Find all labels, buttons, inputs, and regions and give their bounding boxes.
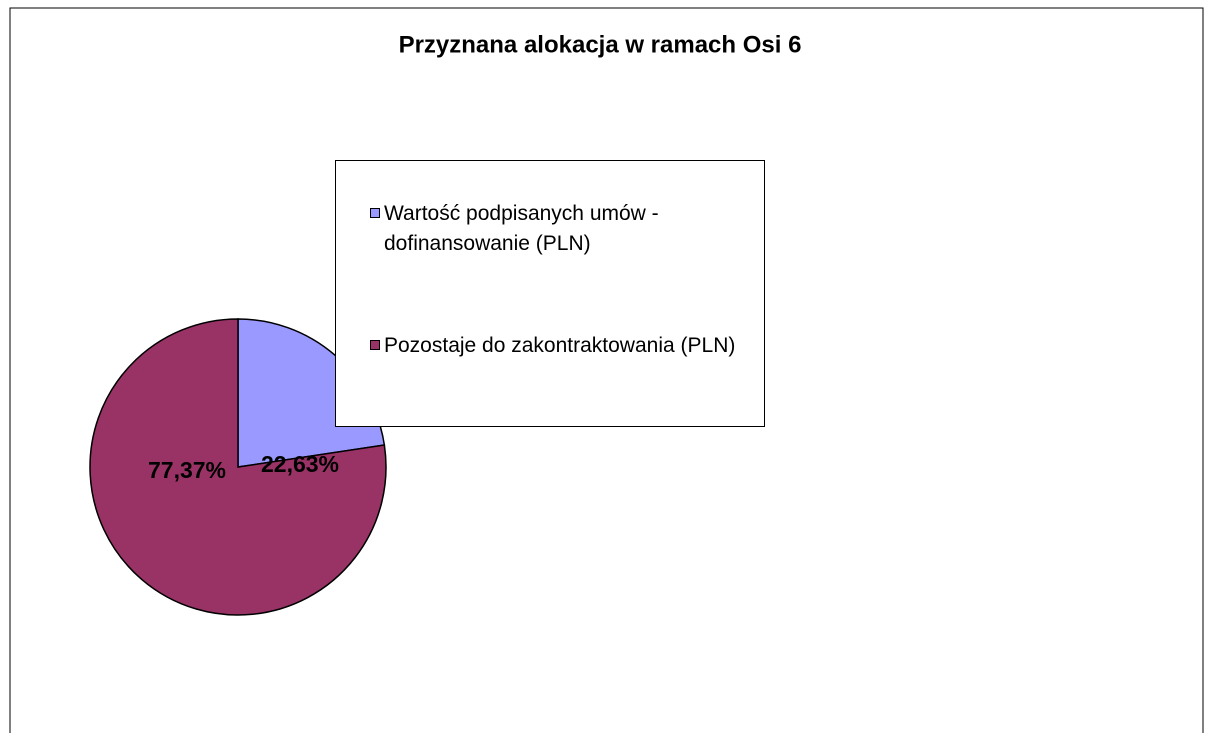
data-label: 22,63%	[261, 451, 339, 477]
legend-entry: Wartość podpisanych umów - dofinansowani…	[370, 199, 764, 259]
legend-swatch	[370, 340, 380, 350]
chart-title: Przyznana alokacja w ramach Osi 6	[399, 31, 802, 58]
legend-label: Pozostaje do zakontraktowania (PLN)	[384, 334, 736, 357]
legend: Wartość podpisanych umów - dofinansowani…	[335, 160, 765, 427]
legend-label: Wartość podpisanych umów - dofinansowani…	[384, 202, 659, 255]
legend-entry: Pozostaje do zakontraktowania (PLN)	[370, 331, 764, 361]
pie: 22,63% 77,37%	[89, 318, 387, 616]
legend-swatch	[370, 208, 380, 218]
pie-slice	[89, 318, 387, 616]
data-label: 77,37%	[148, 457, 226, 483]
